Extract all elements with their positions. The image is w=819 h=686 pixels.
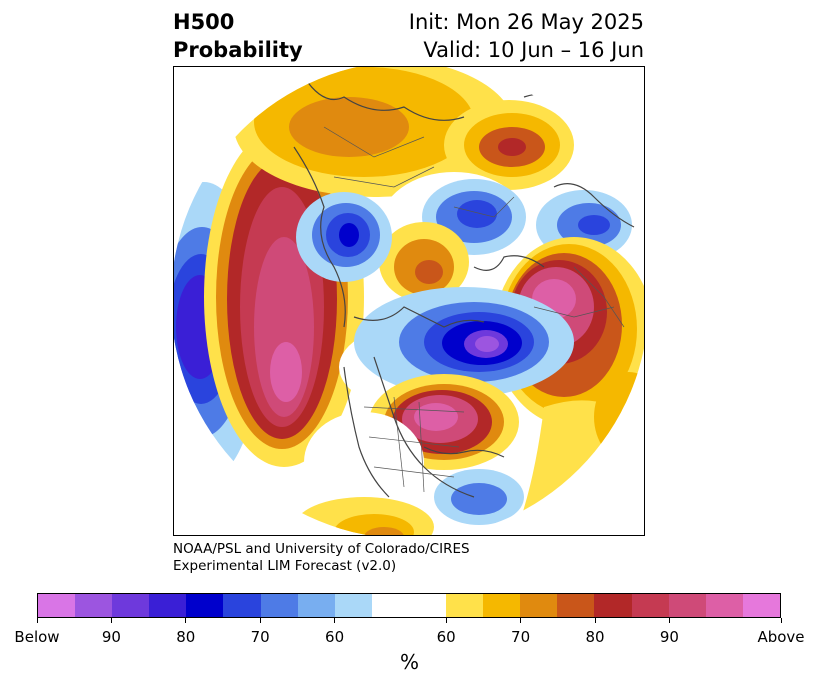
colorbar-segment (297, 594, 335, 617)
colorbar-unit: % (399, 650, 419, 674)
colorbar-segment (371, 594, 409, 617)
colorbar-tick-label: 90 (101, 628, 121, 646)
colorbar-tick-label: 70 (511, 628, 531, 646)
warm-anomaly-mexico (294, 497, 434, 535)
colorbar-tick-label: 70 (250, 628, 270, 646)
cold-anomaly-arctic (422, 179, 632, 260)
colorbar-tick-label: 60 (325, 628, 345, 646)
credit-line-2: Experimental LIM Forecast (v2.0) (173, 558, 397, 574)
warm-anomaly-arctic (234, 67, 574, 197)
colorbar-segment (742, 594, 780, 617)
colorbar-segment (186, 594, 224, 617)
colorbar-tick-label: Below (14, 628, 60, 646)
colorbar-segment (334, 594, 372, 617)
cold-anomaly-atlantic (296, 192, 392, 282)
colorbar-segment (408, 594, 447, 617)
colorbar-segment (668, 594, 706, 617)
colorbar-tick (110, 618, 112, 623)
probability-map (173, 66, 645, 536)
colorbar-segment (38, 594, 76, 617)
title-quantity: Probability (173, 38, 303, 62)
colorbar-segment (631, 594, 669, 617)
forecast-dates: Init: Mon 26 May 2025 Valid: 10 Jun – 16… (409, 8, 644, 64)
colorbar-tick-label: 80 (585, 628, 605, 646)
colorbar-segment (223, 594, 261, 617)
map-title: H500 Probability (173, 8, 303, 64)
init-date: Init: Mon 26 May 2025 (408, 10, 644, 34)
cold-anomaly-gulf (434, 469, 524, 525)
colorbar-tick (334, 618, 336, 623)
colorbar-tick-label: 80 (176, 628, 196, 646)
title-variable: H500 (173, 10, 235, 34)
colorbar-tick-label: Above (757, 628, 805, 646)
colorbar-tick (668, 618, 670, 623)
political-borders (323, 126, 625, 493)
probability-field (174, 67, 644, 535)
colorbar-segment (149, 594, 187, 617)
colorbar-segment (483, 594, 521, 617)
colorbar-segment (557, 594, 595, 617)
colorbar-tick-label: 90 (659, 628, 679, 646)
colorbar-segment (112, 594, 150, 617)
colorbar-tick (36, 618, 38, 623)
neutral-region-us (304, 412, 424, 512)
map-canvas (174, 67, 644, 535)
cold-anomaly-canada (354, 287, 574, 397)
colorbar-tick (780, 618, 782, 623)
warm-anomaly-europe (379, 222, 469, 302)
valid-date: Valid: 10 Jun – 16 Jun (423, 38, 644, 62)
colorbar-tick (594, 618, 596, 623)
colorbar-tick-label: 60 (436, 628, 456, 646)
colorbar-tick (520, 618, 522, 623)
colorbar-tick (185, 618, 187, 623)
colorbar-tick (445, 618, 447, 623)
colorbar-tick (259, 618, 261, 623)
colorbar-ticks: Below 90 80 70 60 60 70 80 90 Above (14, 618, 805, 648)
colorbar-segment (75, 594, 113, 617)
colorbar-segment (446, 594, 484, 617)
probability-colorbar (37, 593, 781, 618)
colorbar-segment (520, 594, 558, 617)
colorbar-segment (705, 594, 743, 617)
credit-line-1: NOAA/PSL and University of Colorado/CIRE… (173, 541, 470, 557)
colorbar-segment (594, 594, 632, 617)
colorbar-segment (260, 594, 298, 617)
data-credit: NOAA/PSL and University of Colorado/CIRE… (173, 541, 470, 575)
